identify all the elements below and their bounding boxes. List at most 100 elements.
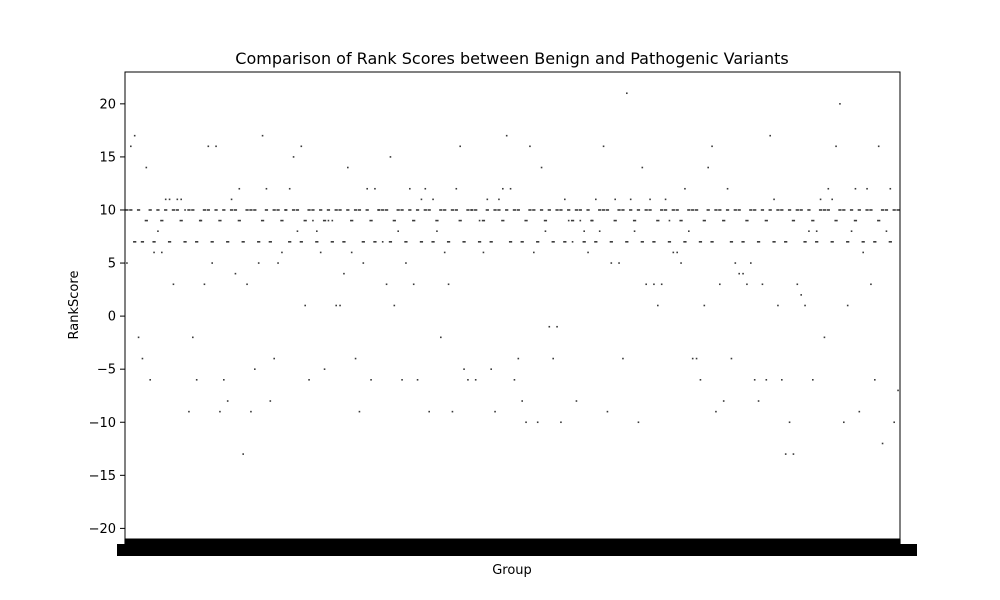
outlier-point-155 [722,400,725,402]
x-tick-120 [585,539,591,546]
outlier-point-108 [540,166,543,169]
outlier-point-100 [509,187,512,190]
x-tick-38 [267,539,273,546]
x-tick-107 [535,539,541,546]
x-tick-52 [322,539,328,546]
outlier-point-39 [273,357,275,360]
x-tick-177 [806,539,812,546]
outlier-point-26 [223,379,225,381]
x-tick-184 [833,539,839,546]
chart-title: Comparison of Rank Scores between Benign… [235,49,788,68]
x-tick-176 [802,539,808,546]
x-tick-97 [496,539,502,546]
outlier-point-114 [564,198,566,201]
outlier-point-1 [126,262,128,264]
outlier-point-8 [153,251,155,254]
x-tick-99 [504,539,510,546]
x-tick-74 [407,539,413,546]
outlier-point-173 [792,453,795,455]
outlier-point-127 [614,198,616,201]
x-tick-155 [721,539,727,546]
x-tick-24 [213,539,219,546]
x-tick-32 [244,539,250,546]
outlier-point-118 [579,219,582,222]
x-tick-172 [787,539,793,546]
x-tick-123 [597,539,603,546]
outlier-point-109 [544,230,547,232]
outlier-point-93 [482,251,485,254]
outlier-point-97 [498,198,500,201]
outlier-point-163 [753,379,756,381]
outlier-point-76 [416,379,419,381]
x-tick-39 [271,539,277,546]
x-tick-20 [198,539,204,546]
outlier-point-144 [680,262,682,264]
outlier-point-154 [719,283,721,286]
x-tick-130 [624,539,630,546]
x-tick-161 [744,539,750,546]
outlier-point-146 [688,230,690,232]
outlier-point-105 [529,145,531,148]
outlier-point-101 [513,379,516,381]
x-tick-163 [752,539,758,546]
x-tick-88 [461,539,467,546]
outlier-point-71 [397,230,399,232]
outlier-point-126 [610,262,613,264]
x-tick-54 [329,539,335,546]
outlier-point-5 [141,357,144,360]
outlier-point-33 [250,410,252,413]
x-tick-50 [314,539,320,546]
x-tick-102 [515,539,521,546]
outlier-point-70 [393,304,396,307]
x-tick-167 [767,539,773,546]
outlier-point-3 [133,134,136,137]
outlier-point-67 [381,241,384,243]
outlier-point-198 [889,187,892,190]
x-tick-101 [511,539,517,546]
y-tick-label-20: 20 [99,97,116,112]
y-tick-label--5: −5 [97,363,116,378]
x-tick-127 [612,539,618,546]
x-tick-134 [639,539,645,546]
x-tick-75 [411,539,417,546]
outlier-point-143 [676,251,678,254]
outlier-point-11 [164,198,167,201]
outlier-point-17 [188,410,190,413]
x-tick-145 [682,539,688,546]
outlier-point-106 [533,251,535,254]
x-tick-158 [732,539,738,546]
x-tick-45 [294,539,300,546]
outlier-point-58 [347,166,349,169]
x-tick-92 [477,539,483,546]
outlier-point-38 [269,400,272,402]
outlier-point-147 [691,357,694,360]
outlier-point-88 [463,368,465,370]
x-tick-192 [864,539,870,546]
outlier-point-54 [331,219,334,222]
x-axis-label: Group [492,563,532,578]
x-tick-6 [143,539,149,546]
outlier-point-24 [215,145,217,148]
x-tick-36 [260,539,266,546]
x-tick-51 [318,539,324,546]
x-tick-28 [229,539,235,546]
outlier-point-29 [234,272,237,275]
x-tick-87 [457,539,463,546]
x-tick-183 [829,539,835,546]
x-tick-140 [663,539,669,546]
x-tick-62 [360,539,366,546]
x-tick-199 [891,539,897,546]
outlier-point-149 [699,379,702,381]
x-tick-141 [666,539,672,546]
x-tick-53 [325,539,331,546]
x-tick-7 [147,539,153,546]
outlier-point-92 [478,219,481,222]
x-tick-40 [275,539,281,546]
outlier-point-196 [881,442,884,445]
x-tick-42 [283,539,289,546]
outlier-point-177 [808,230,810,232]
y-tick-label--20: −20 [89,522,116,537]
x-tick-95 [488,539,494,546]
outlier-point-197 [885,230,888,232]
